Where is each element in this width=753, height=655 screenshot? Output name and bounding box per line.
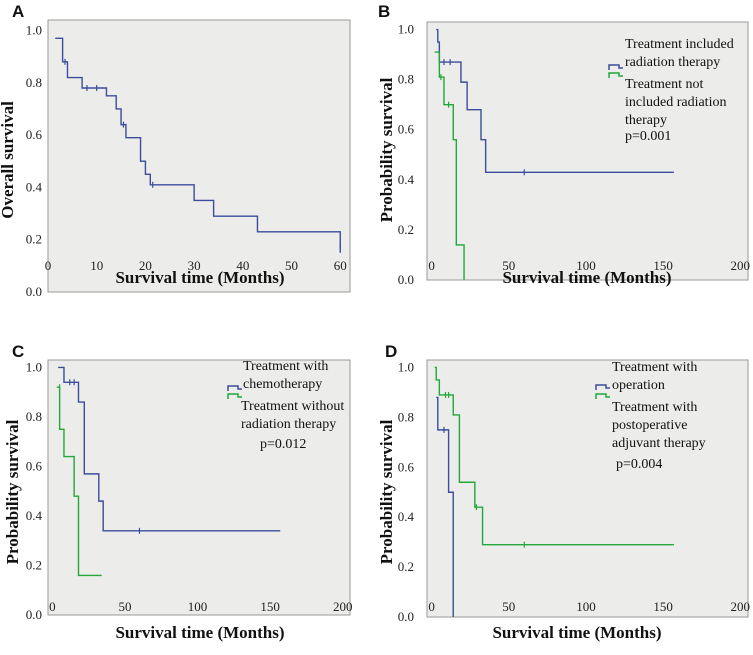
legend-entry: operation bbox=[612, 378, 665, 393]
panel-c: C 0.0 0.2 0.4 0.6 0.8 1.0 0 50 100 150 200 Survival … bbox=[3, 342, 352, 642]
y-tick-label: 0.6 bbox=[398, 459, 415, 474]
y-tick-label: 0.8 bbox=[398, 409, 414, 424]
y-tick-label: 1.0 bbox=[398, 22, 414, 37]
x-tick-label: 150 bbox=[653, 258, 673, 273]
x-tick-label: 30 bbox=[188, 258, 201, 273]
legend-swatch bbox=[608, 64, 623, 70]
panel-letter: C bbox=[12, 342, 24, 361]
y-tick-label: 0.0 bbox=[398, 272, 414, 287]
y-tick-label: 0.8 bbox=[398, 72, 414, 87]
y-tick-label: 0.2 bbox=[398, 222, 414, 237]
y-tick-label: 0.0 bbox=[26, 284, 42, 299]
x-tick-label: 50 bbox=[502, 599, 515, 614]
y-axis-label: Probability survival bbox=[3, 419, 22, 564]
p-value: p=0.001 bbox=[625, 129, 671, 144]
y-axis-label: Probability survival bbox=[377, 419, 396, 564]
legend-swatch bbox=[608, 72, 623, 78]
x-tick-label: 0 bbox=[428, 258, 435, 273]
x-tick-label: 0 bbox=[49, 599, 56, 614]
y-tick-label: 0.8 bbox=[26, 409, 42, 424]
legend-entry: Treatment with bbox=[243, 359, 328, 374]
x-axis-label: Survival time (Months) bbox=[492, 623, 661, 642]
x-tick-label: 50 bbox=[118, 599, 131, 614]
legend-entry: radiation therapy bbox=[625, 55, 720, 70]
x-tick-label: 40 bbox=[236, 258, 249, 273]
plot-area bbox=[426, 21, 749, 281]
x-tick-label: 100 bbox=[576, 599, 596, 614]
panel-a: A 0.0 0.2 0.4 0.6 0.8 1.0 0 10 20 30 40 50 60 Survival… bbox=[0, 2, 351, 299]
legend-swatch bbox=[227, 385, 242, 391]
legend-entry: postoperative bbox=[612, 418, 687, 433]
plot-area bbox=[426, 359, 749, 618]
y-tick-label: 0.6 bbox=[398, 122, 415, 137]
x-tick-label: 20 bbox=[139, 258, 152, 273]
legend-entry: Treatment not bbox=[625, 77, 704, 92]
y-tick-label: 0.0 bbox=[398, 609, 414, 624]
panel-letter: D bbox=[385, 342, 397, 361]
y-tick-label: 0.2 bbox=[398, 559, 414, 574]
y-tick-label: 0.4 bbox=[26, 179, 43, 194]
y-tick-label: 0.4 bbox=[26, 508, 43, 523]
y-axis-label: Overall survival bbox=[0, 101, 17, 219]
x-tick-label: 50 bbox=[285, 258, 298, 273]
series-line bbox=[436, 28, 674, 173]
x-tick-label: 0 bbox=[45, 258, 52, 273]
x-tick-label: 0 bbox=[428, 599, 435, 614]
series-line bbox=[58, 366, 281, 532]
series-line bbox=[56, 386, 102, 577]
panel-letter: A bbox=[12, 2, 24, 21]
legend-entry: Treatment included bbox=[625, 37, 734, 52]
x-tick-label: 150 bbox=[260, 599, 280, 614]
plot-area bbox=[47, 19, 351, 293]
series-line bbox=[434, 366, 674, 546]
x-tick-label: 50 bbox=[502, 258, 515, 273]
x-tick-label: 200 bbox=[731, 258, 751, 273]
legend-swatch bbox=[227, 393, 242, 399]
legend-entry: radiation therapy bbox=[241, 417, 336, 432]
x-tick-label: 60 bbox=[334, 258, 347, 273]
x-axis-label: Survival time (Months) bbox=[115, 623, 284, 642]
y-tick-label: 0.0 bbox=[26, 607, 42, 622]
y-tick-label: 0.8 bbox=[26, 75, 42, 90]
x-tick-label: 200 bbox=[333, 599, 353, 614]
legend-entry: Treatment with bbox=[612, 400, 697, 415]
y-tick-label: 1.0 bbox=[26, 22, 42, 37]
legend-entry: included radiation bbox=[625, 95, 726, 110]
y-tick-label: 0.2 bbox=[26, 557, 42, 572]
legend-entry: therapy bbox=[625, 113, 667, 128]
y-tick-label: 0.6 bbox=[26, 127, 43, 142]
series-line bbox=[436, 396, 454, 617]
legend-swatch bbox=[595, 384, 610, 390]
y-tick-label: 0.4 bbox=[398, 172, 415, 187]
x-tick-label: 100 bbox=[188, 599, 208, 614]
panel-letter: B bbox=[378, 2, 390, 21]
y-tick-label: 1.0 bbox=[26, 359, 42, 374]
p-value: p=0.012 bbox=[260, 437, 306, 452]
x-tick-label: 10 bbox=[90, 258, 103, 273]
panel-b: B 0.0 0.2 0.4 0.6 0.8 1.0 0 50 100 150 200 Survival … bbox=[377, 2, 750, 287]
series-line bbox=[434, 51, 465, 280]
legend-swatch bbox=[595, 393, 610, 399]
p-value: p=0.004 bbox=[616, 457, 662, 472]
y-axis-label: Probability survival bbox=[377, 77, 396, 222]
panel-d: D 0.0 0.2 0.4 0.6 0.8 1.0 0 50 100 150 200 Survival … bbox=[377, 342, 750, 642]
x-axis-label: Survival time (Months) bbox=[502, 268, 671, 287]
y-tick-label: 0.4 bbox=[398, 509, 415, 524]
x-tick-label: 150 bbox=[653, 599, 673, 614]
series-line bbox=[55, 37, 341, 253]
x-tick-label: 200 bbox=[731, 599, 751, 614]
x-tick-label: 100 bbox=[576, 258, 596, 273]
legend-entry: Treatment without bbox=[241, 399, 344, 414]
legend-entry: chemotherapy bbox=[243, 377, 322, 392]
y-tick-label: 0.6 bbox=[26, 458, 43, 473]
legend-entry: adjuvant therapy bbox=[612, 436, 706, 451]
x-axis-label: Survival time (Months) bbox=[115, 268, 284, 287]
legend-entry: Treatment with bbox=[612, 360, 697, 375]
y-tick-label: 1.0 bbox=[398, 359, 414, 374]
y-tick-label: 0.2 bbox=[26, 232, 42, 247]
